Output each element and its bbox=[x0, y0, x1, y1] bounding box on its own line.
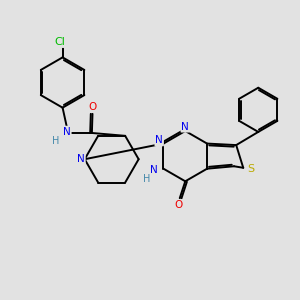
Text: Cl: Cl bbox=[55, 37, 66, 47]
Text: O: O bbox=[174, 200, 182, 210]
Text: N: N bbox=[63, 127, 71, 136]
Text: N: N bbox=[77, 154, 85, 164]
Text: O: O bbox=[88, 102, 96, 112]
Text: H: H bbox=[143, 173, 150, 184]
Text: N: N bbox=[150, 165, 158, 175]
Text: N: N bbox=[155, 136, 163, 146]
Text: N: N bbox=[182, 122, 189, 132]
Text: H: H bbox=[52, 136, 59, 146]
Text: S: S bbox=[248, 164, 255, 174]
